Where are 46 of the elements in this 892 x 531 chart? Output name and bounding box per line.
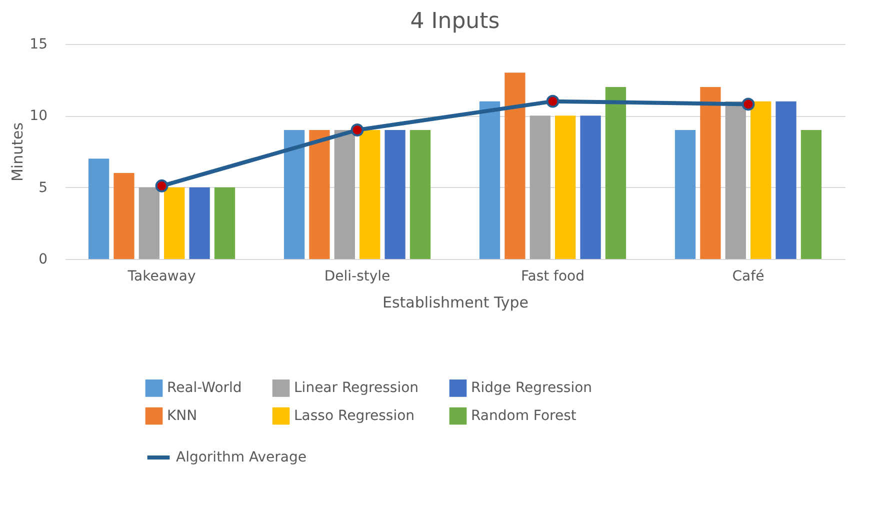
point bbox=[546, 94, 560, 108]
x-tick-label: Café bbox=[732, 268, 764, 284]
x-tick-label: Deli-style bbox=[324, 268, 390, 284]
bar bbox=[580, 116, 601, 259]
legend-label: KNN bbox=[167, 408, 198, 424]
bar bbox=[114, 173, 134, 259]
legend-label: Lasso Regression bbox=[294, 408, 415, 424]
y-tick-label: 15 bbox=[30, 36, 48, 52]
x-tick-label: Fast food bbox=[520, 268, 585, 284]
legend-label: Random Forest bbox=[471, 408, 577, 424]
bar bbox=[504, 72, 526, 259]
chart-title: 4 Inputs bbox=[410, 9, 500, 34]
bar bbox=[800, 130, 822, 259]
legend-label: Real-World bbox=[167, 380, 242, 396]
bar bbox=[410, 130, 431, 259]
bar bbox=[164, 187, 185, 259]
bar bbox=[530, 116, 550, 259]
bar bbox=[334, 130, 355, 259]
bar bbox=[309, 130, 330, 259]
legend-label: Linear Regression bbox=[294, 380, 419, 396]
point bbox=[742, 98, 755, 111]
bar bbox=[674, 130, 696, 259]
bar bbox=[189, 187, 210, 259]
bar bbox=[479, 101, 500, 259]
bar bbox=[776, 101, 796, 259]
bar bbox=[214, 187, 236, 259]
bar bbox=[725, 101, 746, 259]
x-tick-label: Takeaway bbox=[126, 268, 196, 284]
bar bbox=[700, 87, 721, 259]
y-tick-label: 5 bbox=[38, 180, 48, 196]
y-tick-label: 10 bbox=[30, 108, 48, 124]
y-tick-label: 0 bbox=[38, 252, 48, 268]
bar bbox=[384, 130, 406, 259]
bar bbox=[88, 158, 110, 259]
bar bbox=[138, 187, 160, 259]
point bbox=[155, 179, 168, 192]
legend-label: Ridge Regression bbox=[471, 380, 592, 396]
bar bbox=[284, 130, 305, 259]
y-axis-title: Minutes bbox=[8, 122, 27, 182]
point bbox=[350, 124, 364, 136]
bar bbox=[750, 101, 772, 259]
legend-label: Algorithm Average bbox=[176, 450, 307, 466]
bar bbox=[360, 130, 380, 259]
bar bbox=[605, 87, 626, 259]
x-axis-title: Establishment Type bbox=[382, 294, 528, 312]
bar bbox=[555, 116, 576, 259]
